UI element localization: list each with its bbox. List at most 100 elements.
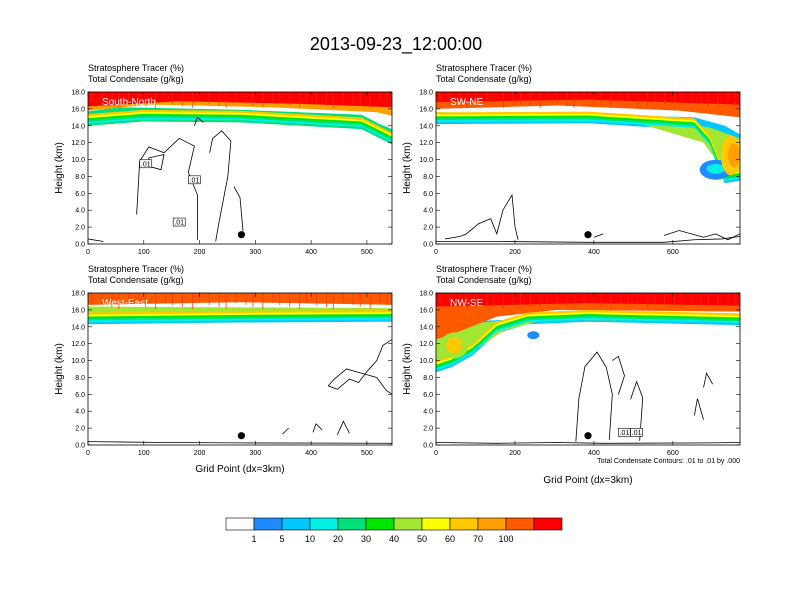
colorbar-label: 10 — [305, 534, 315, 544]
tracer-blob — [446, 337, 463, 354]
plot-area: .01 .01 .01 — [88, 92, 392, 242]
y-tick-label: 14.0 — [71, 123, 85, 130]
condensate-contour — [593, 233, 604, 238]
y-tick-label: 12.0 — [419, 341, 433, 348]
x-tick-label: 0 — [434, 450, 438, 457]
tracer-band — [88, 317, 392, 323]
y-tick-label: 2.0 — [75, 225, 85, 232]
y-tick-label: 0.0 — [423, 443, 433, 450]
x-tick-label: 400 — [588, 450, 600, 457]
y-tick-label: 2.0 — [75, 426, 85, 433]
condensate-contour — [233, 186, 244, 232]
x-tick-label: 200 — [509, 249, 521, 256]
x-tick-label: 600 — [667, 450, 679, 457]
y-tick-label: 6.0 — [75, 392, 85, 399]
x-tick-label: 300 — [249, 249, 261, 256]
y-tick-label: 10.0 — [419, 358, 433, 365]
x-tick-label: 0 — [86, 450, 90, 457]
x-tick-label: 600 — [667, 249, 679, 256]
plot-area — [88, 293, 392, 444]
condensate-contour — [575, 351, 613, 442]
panel-var1-label: Stratosphere Tracer (%) — [436, 63, 532, 73]
contour-label: .01 — [190, 177, 200, 184]
condensate-contour — [663, 230, 740, 241]
figure-title: 2013-09-23_12:00:00 — [310, 34, 482, 55]
y-tick-label: 2.0 — [423, 426, 433, 433]
colorbar-swatch — [421, 517, 451, 531]
panel-var1-label: Stratosphere Tracer (%) — [436, 264, 532, 274]
tracer-streaks — [439, 92, 736, 108]
y-tick-label: 10.0 — [419, 157, 433, 164]
y-tick-label: 16.0 — [71, 106, 85, 113]
y-tick-label: 18.0 — [419, 291, 433, 298]
tracer-band — [88, 113, 392, 139]
tracer-band — [436, 112, 740, 175]
panel-var2-label: Total Condensate (g/kg) — [436, 74, 532, 84]
panel-name: South-North — [102, 97, 156, 108]
x-tick-label: 400 — [305, 450, 317, 457]
panels: .01.01.01 0.0 2.0 4.0 6.0 8.0 10.0 12.0 14.0 16.0… — [54, 63, 741, 486]
y-tick-label: 14.0 — [419, 324, 433, 331]
condensate-contour — [327, 368, 392, 395]
condensate-contour — [336, 420, 350, 436]
tracer-band — [436, 293, 740, 307]
condensate-contour — [630, 380, 644, 441]
y-tick-label: 16.0 — [419, 106, 433, 113]
colorbar-label: 30 — [361, 534, 371, 544]
panel-var1-label: Stratosphere Tracer (%) — [88, 264, 184, 274]
y-axis-label: Height (km) — [402, 142, 413, 194]
panel-nw-se: .01.010.02.04.06.08.010.012.014.016.018.… — [402, 264, 741, 457]
tracer-band — [88, 311, 392, 317]
colorbar-swatch — [477, 517, 507, 531]
tracer-band — [88, 313, 392, 319]
y-tick-label: 0.0 — [75, 443, 85, 450]
x-axis-label-right: Grid Point (dx=3km) — [543, 475, 632, 486]
y-tick-label: 4.0 — [423, 409, 433, 416]
location-marker — [584, 432, 592, 440]
y-tick-label: 18.0 — [71, 291, 85, 298]
colorbar-swatch — [449, 517, 479, 531]
tracer-streaks — [91, 293, 388, 309]
contour-label-box — [188, 175, 201, 185]
colorbar-label: 100 — [498, 534, 513, 544]
panel-west-east: 0.0 2.0 4.0 6.0 8.0 10.0 12.0 14.0 16.0 18.0 0 100 2… — [54, 264, 393, 457]
tracer-blob — [727, 143, 740, 168]
condensate-contour — [436, 442, 740, 444]
colorbar-label: 70 — [473, 534, 483, 544]
y-tick-label: 14.0 — [71, 324, 85, 331]
colorbar-label: 1 — [251, 534, 256, 544]
tracer-band — [88, 115, 392, 141]
panel-var2-label: Total Condensate (g/kg) — [88, 74, 184, 84]
condensate-contour — [136, 137, 198, 240]
colorbar-swatch — [393, 517, 423, 531]
contour-label-box — [630, 428, 643, 437]
y-tick-label: 0.0 — [423, 242, 433, 249]
colorbar-swatch — [281, 517, 311, 531]
y-tick-label: 8.0 — [423, 174, 433, 181]
panel-name: NW-SE — [450, 298, 483, 309]
condensate-contour — [328, 339, 392, 390]
x-tick-label: 100 — [138, 249, 150, 256]
y-tick-label: 16.0 — [71, 307, 85, 314]
condensate-contour — [703, 372, 713, 388]
colorbar: 1 5 10 20 30 40 50 60 70 100 — [225, 517, 563, 544]
y-tick-label: 12.0 — [419, 140, 433, 147]
tracer-band — [88, 310, 392, 315]
panel-var2-label: Total Condensate (g/kg) — [88, 275, 184, 285]
y-tick-label: 6.0 — [75, 191, 85, 198]
panel-name: SW-NE — [450, 97, 483, 108]
x-tick-label: 200 — [509, 450, 521, 457]
y-tick-label: 16.0 — [419, 307, 433, 314]
colorbar-swatch — [505, 517, 535, 531]
tracer-band — [88, 111, 392, 137]
x-tick-label: 400 — [305, 249, 317, 256]
y-axis-label: Height (km) — [54, 142, 65, 194]
contour-label-box — [172, 217, 186, 227]
x-tick-label: 100 — [138, 450, 150, 457]
plot-frame — [435, 91, 741, 245]
x-axis-label-left: Grid Point (dx=3km) — [195, 464, 284, 475]
colorbar-label: 60 — [445, 534, 455, 544]
colorbar-label: 40 — [389, 534, 399, 544]
location-marker — [237, 432, 245, 440]
y-tick-label: 4.0 — [75, 208, 85, 215]
